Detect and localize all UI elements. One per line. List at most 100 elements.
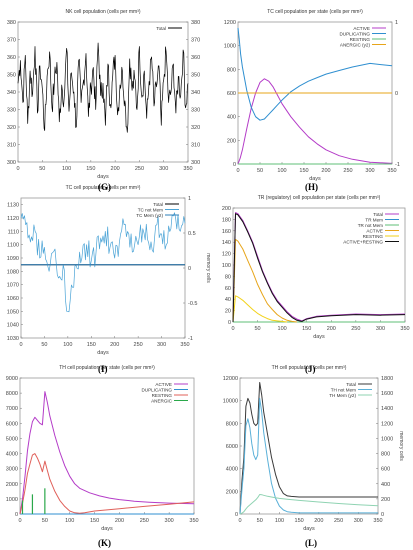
x-tick-label: 250: [140, 518, 149, 524]
legend-label: ACTIVE: [366, 229, 383, 234]
x-tick-label: 350: [387, 168, 396, 174]
y-tick-label: 320: [7, 125, 16, 131]
x-tick-label: 300: [376, 326, 385, 332]
y-tick-label: 1030: [7, 336, 19, 342]
y-tick-label: 80: [225, 274, 231, 280]
y2-axis-label: memory cells: [398, 431, 404, 461]
x-tick-label: 150: [295, 518, 304, 524]
y-tick-label: 1060: [7, 296, 19, 302]
y-tick-label: 1070: [7, 283, 19, 289]
y-tick-label: 4000: [226, 467, 238, 473]
y-tick-label: 200: [227, 138, 236, 144]
legend-label: Total: [346, 382, 356, 387]
legend-label: TC not Mem: [138, 208, 163, 213]
y2-tick-label: 330: [191, 108, 200, 114]
series-line: [17, 42, 189, 133]
y2-tick-label: 600: [381, 467, 390, 473]
x-tick-label: 100: [277, 168, 286, 174]
x-axis-label: days: [303, 526, 315, 532]
y-tick-label: 800: [227, 67, 236, 73]
legend-label: ACTIVE: [155, 382, 172, 387]
chart-panel-2: TC cell population per state (cells per …: [224, 9, 413, 182]
y-tick-label: 9000: [6, 376, 18, 382]
y2-tick-label: 340: [191, 90, 200, 96]
y-tick-label: 1040: [7, 323, 19, 329]
legend-label: Total: [373, 212, 383, 217]
y-tick-label: 12000: [223, 376, 238, 382]
y-tick-label: 180: [222, 217, 231, 223]
legend-label: DUPLICATING: [339, 32, 370, 37]
y2-tick-label: 1000: [381, 436, 393, 442]
y-tick-label: 140: [222, 240, 231, 246]
series-line: [232, 238, 297, 323]
y-tick-label: 0: [233, 162, 236, 168]
legend-label: TR not Mem: [358, 223, 383, 228]
chart-title: TC cell population (cells per mm³): [66, 185, 141, 191]
y2-tick-label: 1: [395, 20, 398, 26]
y-tick-label: 6000: [226, 444, 238, 450]
x-axis-label: days: [313, 334, 325, 340]
x-tick-label: 300: [159, 166, 168, 172]
y-tick-label: 300: [7, 160, 16, 166]
legend-label: TH not Mem: [331, 388, 356, 393]
panel-label-k: (K): [98, 538, 111, 548]
y-tick-label: 10000: [223, 399, 238, 405]
y2-tick-label: 360: [191, 55, 200, 61]
x-axis-label: days: [101, 526, 113, 532]
y2-tick-label: 800: [381, 452, 390, 458]
x-tick-label: 250: [334, 518, 343, 524]
x-tick-label: 100: [275, 518, 284, 524]
legend-label: RESTING: [363, 234, 384, 239]
x-tick-label: 50: [257, 168, 263, 174]
legend-label: TR Mem: [365, 218, 383, 223]
y-tick-label: 2000: [226, 489, 238, 495]
y2-tick-label: 0: [381, 512, 384, 518]
x-tick-label: 350: [180, 342, 189, 348]
y-tick-label: 1090: [7, 256, 19, 262]
y-tick-label: 8000: [6, 391, 18, 397]
y-tick-label: 0: [228, 320, 231, 326]
x-tick-label: 200: [111, 166, 120, 172]
y-tick-label: 4000: [6, 452, 18, 458]
x-tick-label: 50: [39, 166, 45, 172]
y2-tick-label: -0.5: [188, 301, 197, 307]
y-tick-label: 600: [227, 91, 236, 97]
y-tick-label: 1100: [7, 243, 19, 249]
legend-label: ANERGIC (y2): [340, 43, 371, 48]
y2-tick-label: 380: [191, 20, 200, 26]
y2-tick-label: 0: [188, 266, 191, 272]
x-tick-label: 300: [157, 342, 166, 348]
legend-label: ACTIVE+RESTING: [343, 240, 383, 245]
series-line: [239, 494, 379, 515]
y-tick-label: 20: [225, 309, 231, 315]
y-tick-label: 370: [7, 38, 16, 44]
chart-title: NK cell population (cells per mm³): [65, 9, 140, 15]
y2-tick-label: 1200: [381, 421, 393, 427]
y-tick-label: 120: [222, 252, 231, 258]
series-line: [237, 78, 393, 165]
panel-label-j: (J): [305, 364, 316, 374]
legend-label: Total: [156, 26, 166, 31]
x-tick-label: 0: [236, 168, 239, 174]
plot-frame: [239, 377, 379, 515]
x-tick-label: 0: [231, 326, 234, 332]
y-tick-label: 340: [7, 90, 16, 96]
y2-tick-label: 200: [381, 497, 390, 503]
x-tick-label: 150: [302, 326, 311, 332]
y-tick-label: 60: [225, 286, 231, 292]
panel-label-l: (L): [305, 538, 317, 548]
x-axis-label: days: [97, 350, 109, 356]
y-tick-label: 380: [7, 20, 16, 26]
series-line: [237, 27, 393, 121]
y2-tick-label: 400: [381, 482, 390, 488]
y-tick-label: 160: [222, 229, 231, 235]
y2-tick-label: 1800: [381, 376, 393, 382]
x-tick-label: 150: [299, 168, 308, 174]
panel-label-i: (I): [98, 364, 108, 374]
y2-tick-label: 0: [395, 91, 398, 97]
y-tick-label: 1000: [224, 44, 236, 50]
y-tick-label: 200: [222, 206, 231, 212]
panel-label-h: (H): [305, 182, 318, 192]
x-tick-label: 50: [257, 518, 263, 524]
